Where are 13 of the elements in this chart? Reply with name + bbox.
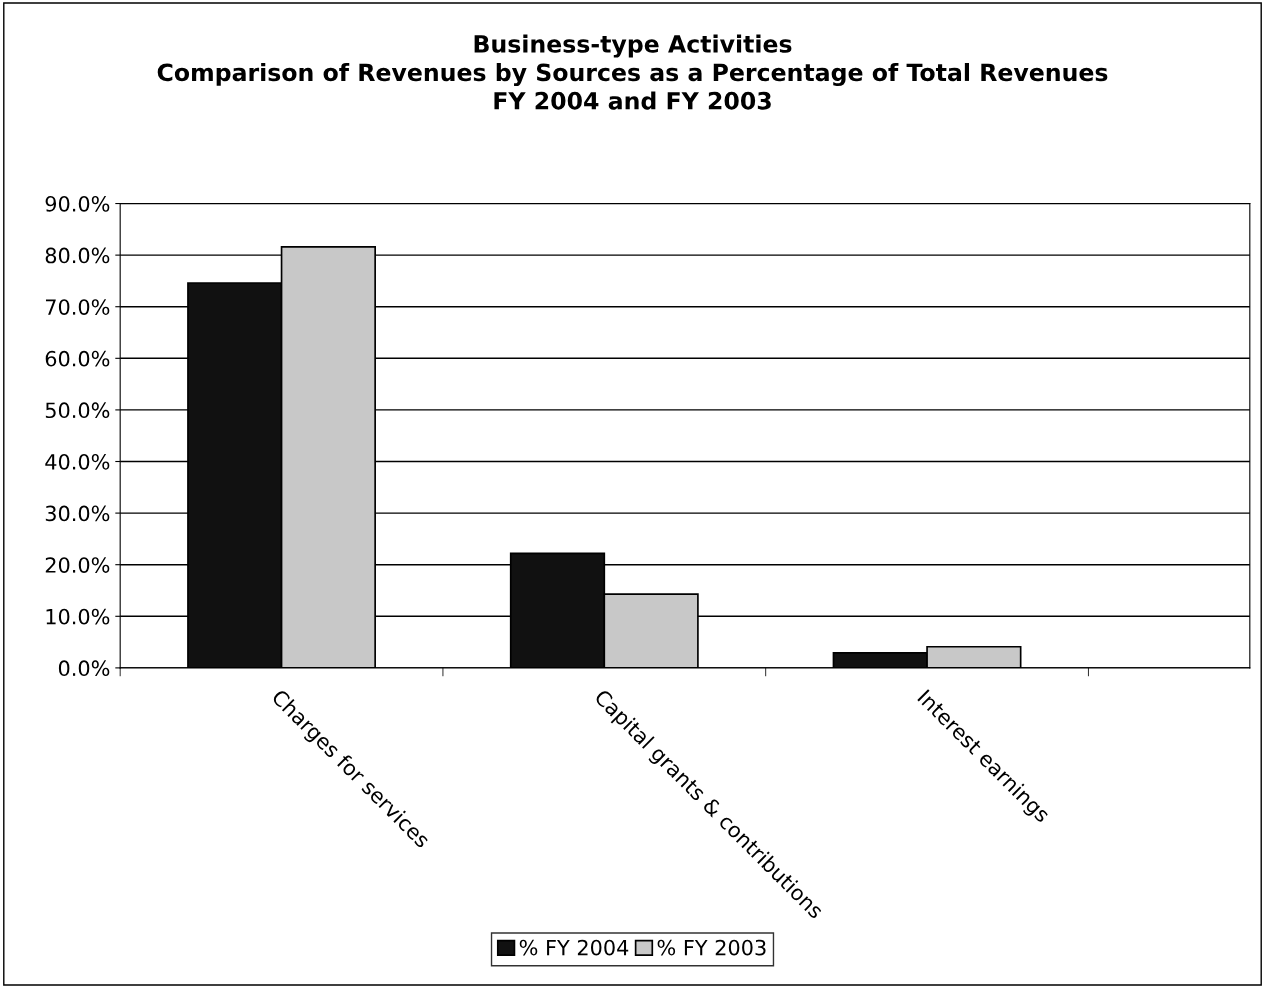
y-tick-label: 50.0% [45, 402, 110, 419]
y-tick-label: 90.0% [45, 195, 110, 212]
y-tick-label: 80.0% [45, 247, 110, 264]
y-tick-label: 60.0% [45, 350, 110, 367]
chart-title: Business-type Activities Comparison of Revenues by Sources as a Percentage of Total Revenues FY 2004 and FY 2003 [157, 34, 1108, 110]
legend-label: % FY 2003 [657, 939, 766, 956]
y-tick-label: 0.0% [58, 660, 110, 677]
legend-label: % FY 2004 [519, 939, 629, 956]
y-tick-label: 20.0% [45, 557, 110, 573]
y-tick-label: 10.0% [46, 608, 110, 625]
y-tick-label: 70.0% [45, 299, 110, 315]
y-tick-label: 30.0% [45, 505, 110, 522]
y-tick-label: 40.0% [45, 453, 110, 470]
